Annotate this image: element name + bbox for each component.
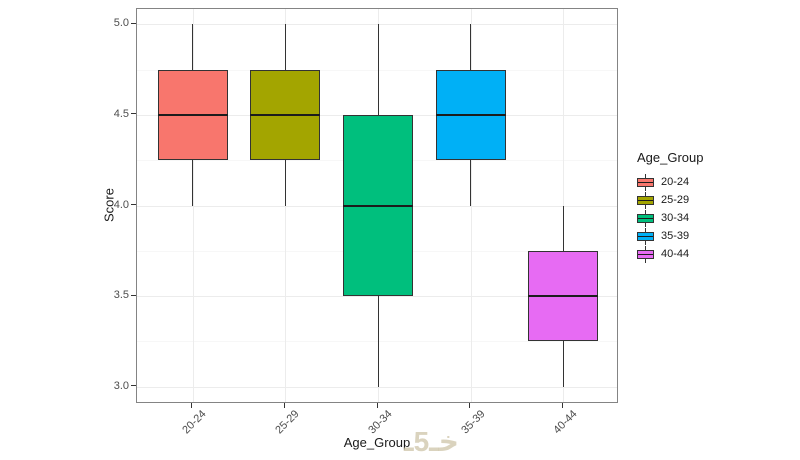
legend-key-median (638, 253, 653, 255)
y-tick-label: 5.0 (113, 17, 129, 30)
y-tick-label: 4.0 (113, 198, 129, 211)
legend-key-median (638, 217, 653, 219)
x-tick-mark (469, 403, 471, 408)
legend-items: 20-24 25-29 30-34 35-39 40-44 (637, 173, 704, 263)
y-tick-mark (131, 385, 136, 387)
legend-label: 20-24 (661, 176, 690, 188)
boxplot-median (435, 113, 506, 116)
x-axis-title: Age_Group (343, 435, 411, 450)
x-tick-mark (561, 403, 563, 408)
boxplot-lower-whisker (284, 160, 286, 206)
legend-item: 30-34 (637, 209, 704, 227)
legend-key-boxplot-icon (637, 245, 654, 263)
gridline-major-h (137, 386, 617, 388)
legend-key-median (638, 235, 653, 237)
x-tick-mark (283, 403, 285, 408)
y-tick-label: 3.5 (113, 288, 129, 301)
x-tick-label: 35-39 (458, 408, 488, 437)
y-tick-mark (131, 22, 136, 24)
boxplot-lower-whisker (192, 160, 194, 206)
legend-key-boxplot-icon (637, 209, 654, 227)
y-tick-mark (131, 113, 136, 115)
boxplot-upper-whisker (470, 24, 472, 70)
legend: Age_Group 20-24 25-29 30-34 35-39 40-44 (637, 150, 704, 263)
x-tick-label: 30-34 (366, 408, 395, 437)
y-axis-title: Score (101, 188, 117, 222)
legend-key-median (638, 199, 653, 201)
y-tick-label: 3.0 (113, 379, 129, 392)
boxplot-upper-whisker (284, 24, 286, 70)
gridline-major-v (192, 9, 194, 402)
gridline-major-h (137, 24, 617, 26)
boxplot-median (528, 295, 599, 298)
boxplot-lower-whisker (377, 296, 379, 387)
gridline-major-v (470, 9, 472, 402)
legend-key-boxplot-icon (637, 173, 654, 191)
x-tick-label: 25-29 (273, 408, 302, 437)
legend-title: Age_Group (637, 150, 704, 165)
boxplot-upper-whisker (562, 205, 564, 251)
boxplot-lower-whisker (562, 341, 564, 387)
boxplot-median (343, 204, 413, 207)
x-tick-label: 40-44 (551, 408, 580, 437)
x-tick-label: 20-24 (180, 408, 210, 437)
legend-item: 40-44 (637, 245, 704, 263)
boxplot-upper-whisker (192, 24, 194, 70)
plot-panel (136, 8, 618, 403)
gridline-minor-h (137, 341, 617, 343)
legend-label: 30-34 (661, 212, 690, 224)
gridline-major-v (285, 9, 287, 402)
legend-item: 25-29 (637, 191, 704, 209)
boxplot-median (157, 113, 228, 116)
x-tick-mark (376, 403, 378, 408)
boxplot-upper-whisker (377, 24, 379, 115)
legend-key-boxplot-icon (637, 191, 654, 209)
x-tick-mark (191, 403, 193, 408)
gridline-minor-h (137, 69, 617, 71)
legend-key-median (638, 181, 653, 183)
y-tick-label: 4.5 (113, 107, 129, 120)
boxplot-lower-whisker (470, 160, 472, 206)
legend-label: 25-29 (661, 194, 690, 206)
legend-item: 35-39 (637, 227, 704, 245)
y-tick-mark (131, 204, 136, 206)
boxplot-median (250, 113, 321, 116)
watermark: خـ5ـ (404, 426, 460, 457)
legend-key-boxplot-icon (637, 227, 654, 245)
gridline-major-v (563, 9, 565, 402)
legend-label: 40-44 (661, 248, 690, 260)
legend-label: 35-39 (661, 230, 690, 242)
y-tick-mark (131, 294, 136, 296)
gridline-major-h (137, 296, 617, 298)
legend-item: 20-24 (637, 173, 704, 191)
